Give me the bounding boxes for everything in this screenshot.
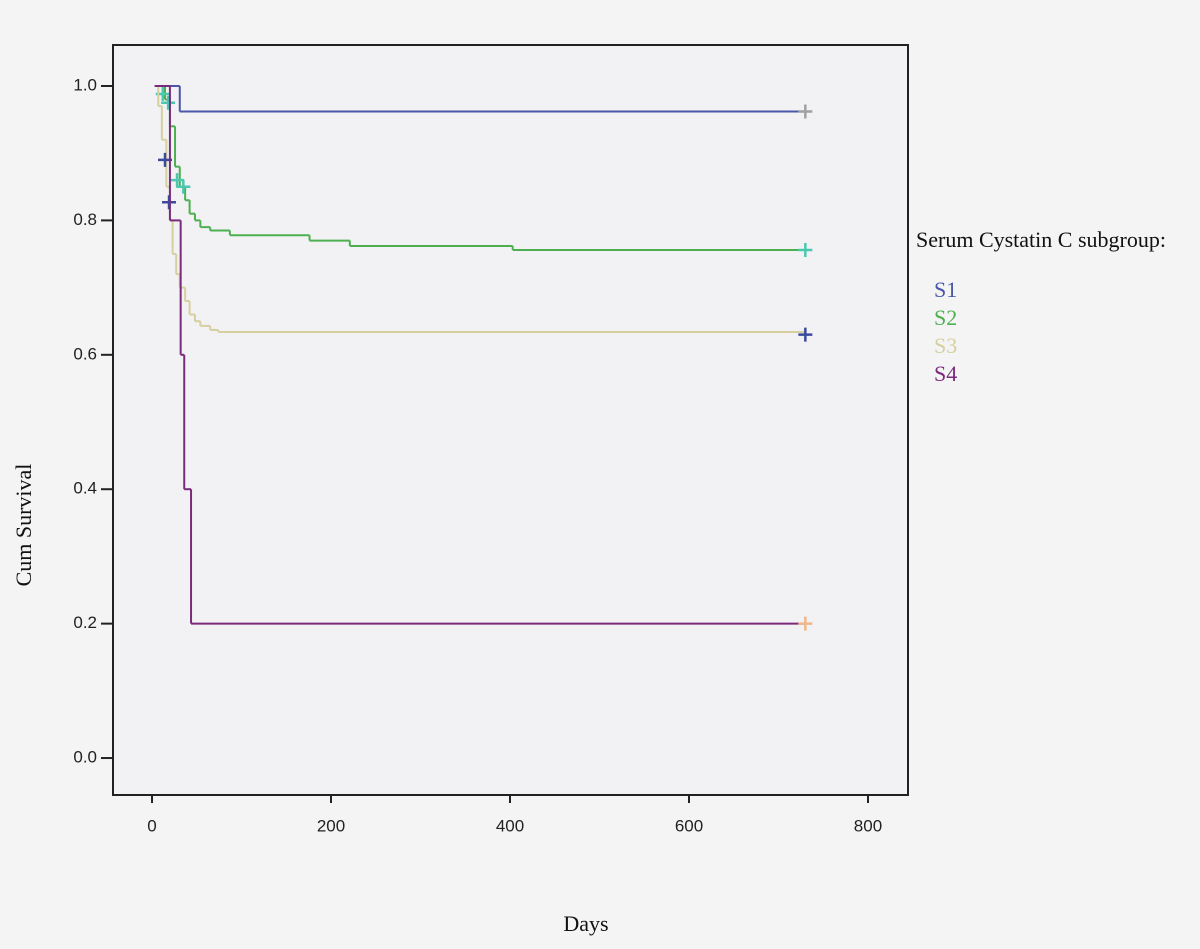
legend-title: Serum Cystatin C subgroup: [916, 227, 1166, 252]
censor-mark [798, 242, 813, 257]
x-tick-label: 200 [317, 816, 345, 835]
legend-entry: S4 [934, 361, 957, 386]
x-tick-label: 0 [147, 816, 156, 835]
legend-entry: S3 [934, 333, 957, 358]
y-tick-label: 0.8 [73, 210, 97, 229]
y-tick-label: 0.2 [73, 613, 97, 632]
x-tick-label: 600 [675, 816, 703, 835]
y-tick-label: 0.6 [73, 344, 97, 363]
plot-area [112, 44, 909, 796]
y-tick-label: 0.4 [73, 479, 97, 498]
legend-entry: S1 [934, 277, 957, 302]
x-tick-label: 800 [854, 816, 882, 835]
censor-mark [176, 179, 191, 194]
censor-mark [170, 173, 185, 188]
censor-mark [798, 104, 813, 119]
censor-mark [798, 327, 813, 342]
y-tick-label: 0.0 [73, 748, 97, 767]
censor-mark [798, 616, 813, 631]
x-axis-label: Days [563, 911, 608, 936]
y-axis-label: Cum Survival [11, 464, 36, 587]
x-tick-label: 400 [496, 816, 524, 835]
legend-entry: S2 [934, 305, 957, 330]
y-tick-label: 1.0 [73, 75, 97, 94]
censor-mark [161, 95, 176, 110]
